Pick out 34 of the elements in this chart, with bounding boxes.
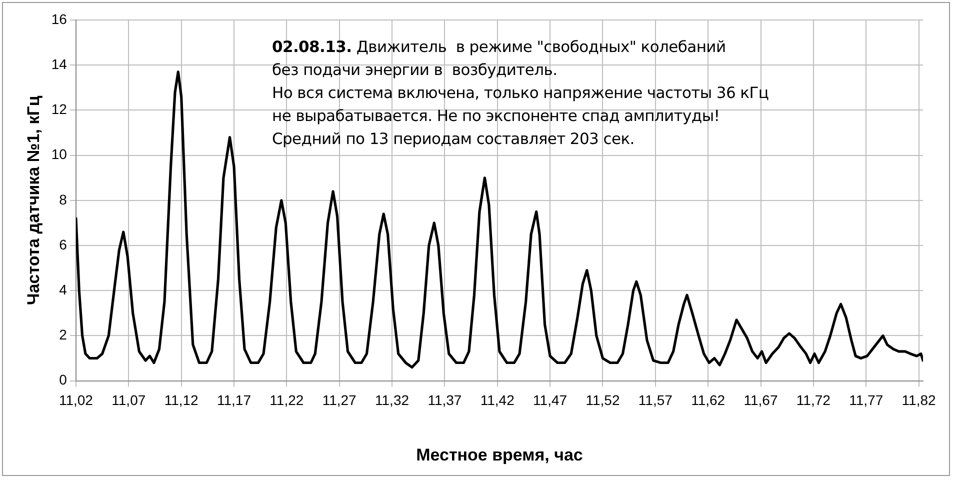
y-tick-label: 12 xyxy=(51,101,68,118)
x-tick-label: 11,62 xyxy=(691,392,726,408)
y-tick-label: 0 xyxy=(59,372,68,388)
x-tick-label: 11,27 xyxy=(322,392,357,408)
y-tick-label: 4 xyxy=(59,281,68,298)
y-tick-label: 6 xyxy=(59,236,68,252)
x-tick-label: 11,57 xyxy=(638,392,673,408)
x-tick-label: 11,42 xyxy=(480,392,515,408)
annotation: Но вся система включена, только напряжение частоты 36 кГц xyxy=(272,84,769,102)
x-tick-label: 11,17 xyxy=(217,392,252,408)
y-tick-label: 16 xyxy=(51,10,68,27)
annotation: не вырабатывается. Не по экспоненте спад амплитуды! xyxy=(272,107,720,125)
x-axis-title: Местное время, час xyxy=(416,445,583,464)
annotation: Средний по 13 периодам составляет 203 сек. xyxy=(272,130,634,148)
x-tick-label: 11,22 xyxy=(270,392,304,408)
x-tick-label: 11,77 xyxy=(849,392,884,408)
x-tick-label: 11,32 xyxy=(375,392,410,408)
y-axis-title: Частота датчика №1, кГц xyxy=(24,95,43,306)
y-tick-label: 10 xyxy=(51,146,68,162)
y-tick-label: 8 xyxy=(59,191,68,208)
x-tick-label: 11,02 xyxy=(58,392,94,408)
x-tick-label: 11,47 xyxy=(533,392,568,408)
annotation: без подачи энергии в возбудитель. xyxy=(272,61,558,79)
x-tick-label: 11,82 xyxy=(902,392,936,408)
y-tick-label: 2 xyxy=(59,326,68,343)
y-tick-label: 14 xyxy=(51,56,68,72)
x-tick-label: 11,07 xyxy=(112,392,146,408)
x-tick-label: 11,37 xyxy=(428,392,462,408)
annotation: Движитель в режиме "свободных" колебаний xyxy=(356,38,726,56)
x-tick-label: 11,12 xyxy=(164,392,199,408)
annotation: 02.08.13. xyxy=(272,38,352,56)
x-tick-label: 11,72 xyxy=(796,392,831,408)
x-tick-label: 11,52 xyxy=(586,392,620,408)
x-tick-label: 11,67 xyxy=(744,392,778,408)
